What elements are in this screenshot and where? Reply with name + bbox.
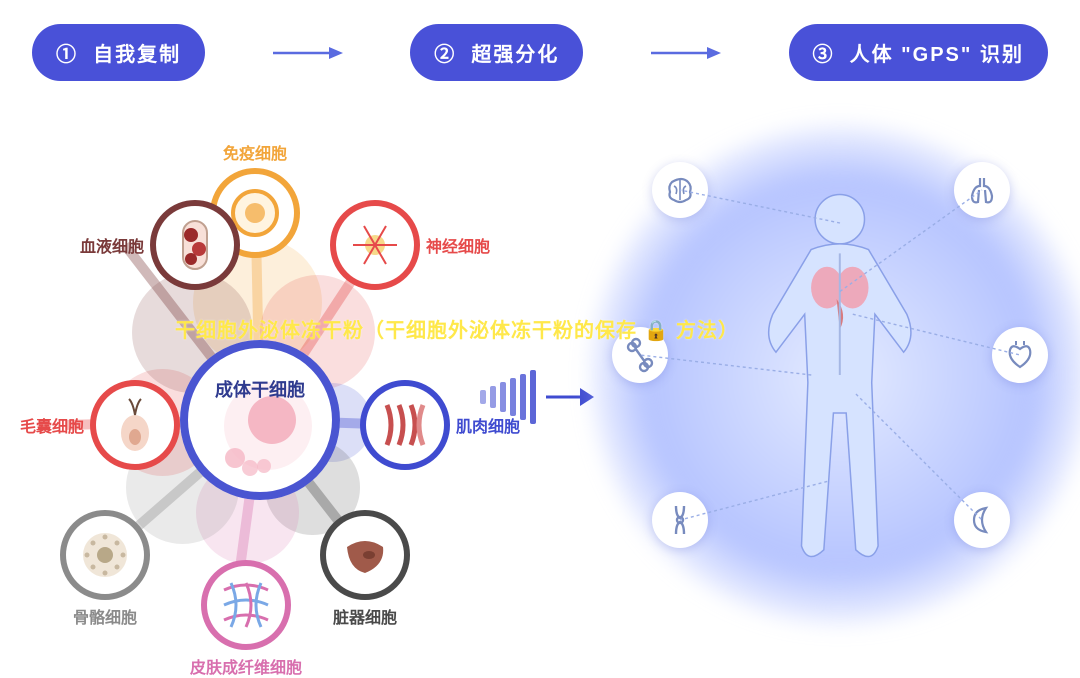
organ-heart-icon (992, 327, 1048, 383)
step-label: 超强分化 (471, 44, 559, 66)
step-label: 自我复制 (93, 44, 181, 66)
cell-label: 毛囊细胞 (20, 413, 84, 437)
cell-node-nerve: 神经细胞 (330, 200, 490, 290)
body-gps-diagram (540, 110, 1080, 642)
cell-label: 皮肤成纤维细胞 (190, 654, 302, 678)
step-num: ② (434, 44, 456, 66)
cell-node-organ: 脏器细胞 (320, 510, 410, 628)
step-label: 人体 "GPS" 识别 (850, 44, 1024, 66)
step-pill-2: ② 超强分化 (410, 24, 583, 81)
cell-node-blood: 血液细胞 (80, 200, 240, 290)
cell-icon-skin (201, 560, 291, 650)
step-num: ① (56, 44, 78, 66)
organ-kidney-icon (954, 492, 1010, 548)
cell-icon-muscle (360, 380, 450, 470)
arrow-icon (651, 44, 721, 62)
cell-icon-organ (320, 510, 410, 600)
organ-lungs-icon (954, 162, 1010, 218)
main-area: 成体干细胞 免疫细胞 神经细胞 肌肉细胞 脏器细胞 皮肤成纤维细胞 骨骼细胞 毛… (0, 110, 1080, 642)
cell-label: 骨骼细胞 (73, 604, 137, 628)
cell-icon-blood (150, 200, 240, 290)
top-steps-row: ① 自我复制 ② 超强分化 ③ 人体 "GPS" 识别 (0, 0, 1080, 81)
human-body-icon (760, 185, 920, 565)
cell-label: 脏器细胞 (333, 604, 397, 628)
cell-icon-hair (90, 380, 180, 470)
step-pill-3: ③ 人体 "GPS" 识别 (789, 24, 1048, 81)
cell-label: 神经细胞 (426, 233, 490, 257)
differentiation-diagram: 成体干细胞 免疫细胞 神经细胞 肌肉细胞 脏器细胞 皮肤成纤维细胞 骨骼细胞 毛… (0, 110, 540, 642)
step-pill-1: ① 自我复制 (32, 24, 205, 81)
overlay-caption: 干细胞外泌体冻干粉（干细胞外泌体冻干粉的保存 🔒 方法） (175, 314, 739, 343)
cell-label: 免疫细胞 (223, 140, 287, 164)
organ-brain-icon (652, 162, 708, 218)
arrow-icon (273, 44, 343, 62)
cell-label: 血液细胞 (80, 233, 144, 257)
cell-node-hair: 毛囊细胞 (20, 380, 180, 470)
step-num: ③ (813, 44, 835, 66)
cell-node-skin: 皮肤成纤维细胞 (190, 560, 302, 678)
center-stem-cell: 成体干细胞 (180, 340, 340, 500)
cell-icon-bone (60, 510, 150, 600)
cell-node-bone: 骨骼细胞 (60, 510, 150, 628)
center-cell-label: 成体干细胞 (215, 376, 305, 402)
cell-icon-nerve (330, 200, 420, 290)
organ-joint-icon (652, 492, 708, 548)
